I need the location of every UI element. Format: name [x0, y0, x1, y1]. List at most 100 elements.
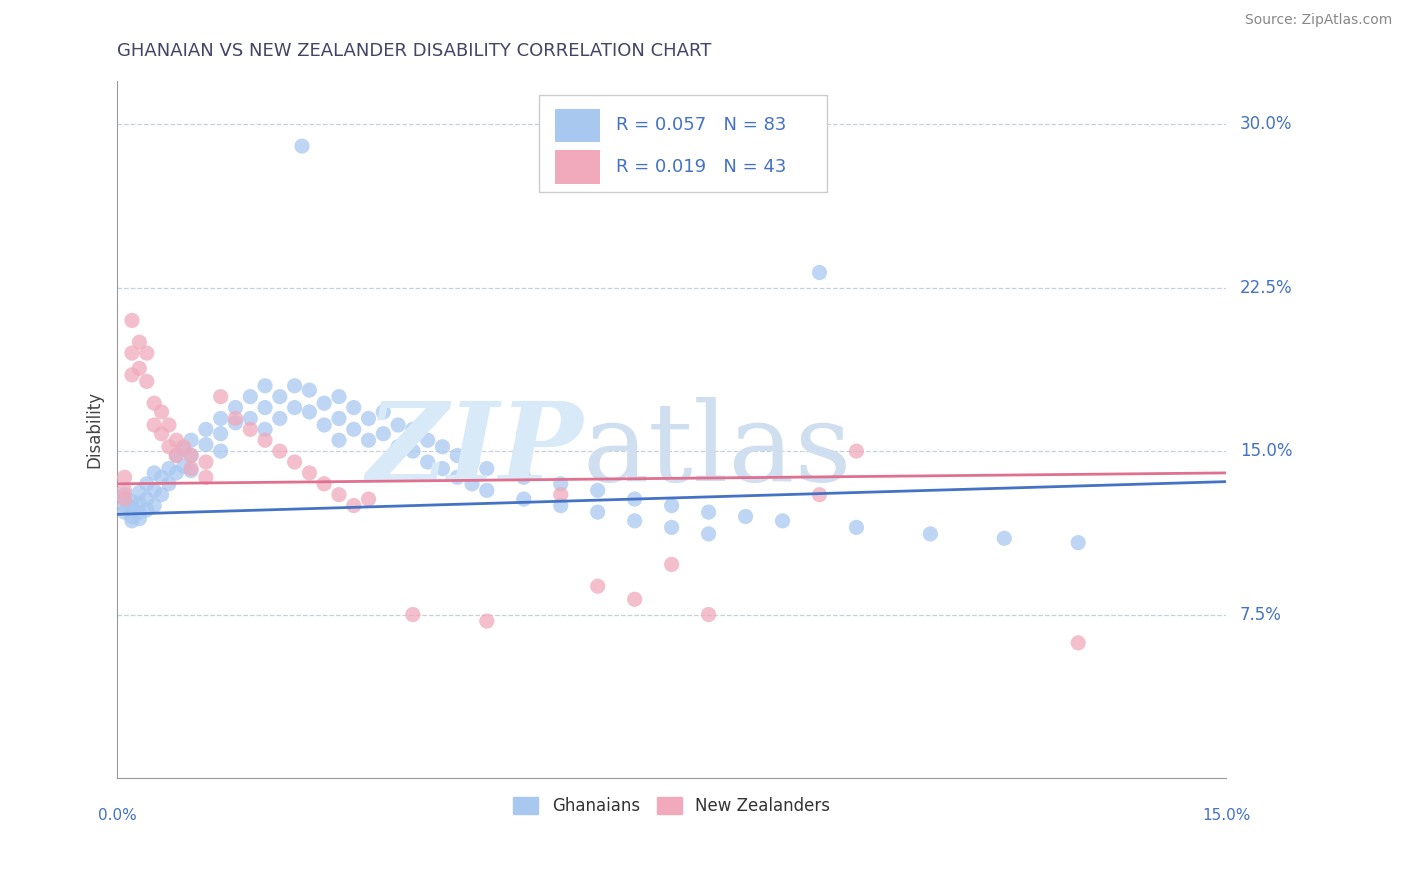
- Point: [402, 422, 425, 436]
- Point: [550, 476, 572, 491]
- Point: [209, 426, 232, 441]
- Point: [993, 531, 1015, 545]
- Point: [157, 461, 180, 475]
- Point: [224, 416, 246, 430]
- Point: [328, 390, 350, 404]
- Point: [432, 461, 454, 475]
- Point: [373, 426, 395, 441]
- Text: R = 0.019   N = 43: R = 0.019 N = 43: [616, 158, 786, 177]
- Point: [135, 503, 157, 517]
- Point: [173, 440, 195, 454]
- Point: [165, 449, 187, 463]
- Point: [180, 461, 202, 475]
- Point: [128, 361, 150, 376]
- Point: [298, 383, 321, 397]
- Text: 15.0%: 15.0%: [1202, 808, 1250, 823]
- Point: [254, 378, 277, 392]
- Point: [586, 505, 609, 519]
- Point: [121, 313, 143, 327]
- Point: [180, 449, 202, 463]
- Point: [143, 466, 166, 480]
- Text: GHANAIAN VS NEW ZEALANDER DISABILITY CORRELATION CHART: GHANAIAN VS NEW ZEALANDER DISABILITY COR…: [117, 42, 711, 60]
- Point: [150, 426, 173, 441]
- Point: [173, 459, 195, 474]
- Point: [121, 500, 143, 515]
- Point: [446, 449, 468, 463]
- Y-axis label: Disability: Disability: [86, 391, 103, 468]
- Point: [114, 470, 136, 484]
- Text: 30.0%: 30.0%: [1240, 115, 1292, 133]
- Point: [165, 449, 187, 463]
- Point: [224, 411, 246, 425]
- Point: [550, 499, 572, 513]
- Point: [128, 335, 150, 350]
- Point: [269, 390, 291, 404]
- Point: [121, 368, 143, 382]
- Point: [128, 485, 150, 500]
- Point: [357, 411, 380, 425]
- FancyBboxPatch shape: [555, 109, 599, 142]
- Point: [432, 440, 454, 454]
- Point: [143, 499, 166, 513]
- Point: [416, 434, 439, 448]
- Point: [357, 434, 380, 448]
- Text: 22.5%: 22.5%: [1240, 278, 1292, 297]
- Text: 0.0%: 0.0%: [98, 808, 136, 823]
- Point: [298, 405, 321, 419]
- Point: [150, 488, 173, 502]
- Text: atlas: atlas: [583, 397, 852, 504]
- Text: ZIP: ZIP: [367, 397, 583, 504]
- Point: [343, 401, 366, 415]
- Point: [180, 449, 202, 463]
- Point: [920, 527, 942, 541]
- Point: [314, 396, 336, 410]
- Point: [808, 488, 831, 502]
- Point: [845, 444, 868, 458]
- Point: [387, 440, 409, 454]
- Point: [314, 417, 336, 432]
- Point: [845, 520, 868, 534]
- Point: [254, 401, 277, 415]
- Point: [623, 592, 645, 607]
- Point: [254, 422, 277, 436]
- Point: [157, 417, 180, 432]
- Point: [1067, 535, 1090, 549]
- Point: [291, 139, 314, 153]
- Point: [114, 488, 136, 502]
- Point: [157, 476, 180, 491]
- Point: [808, 265, 831, 279]
- Point: [623, 491, 645, 506]
- Legend: Ghanaians, New Zealanders: Ghanaians, New Zealanders: [506, 790, 837, 822]
- Point: [135, 491, 157, 506]
- Point: [373, 405, 395, 419]
- FancyBboxPatch shape: [555, 151, 599, 184]
- Point: [114, 483, 136, 498]
- Point: [135, 375, 157, 389]
- Point: [461, 476, 484, 491]
- Point: [239, 411, 262, 425]
- Point: [661, 499, 683, 513]
- Point: [269, 444, 291, 458]
- Point: [194, 437, 217, 451]
- Point: [135, 476, 157, 491]
- Point: [150, 405, 173, 419]
- Point: [165, 434, 187, 448]
- Text: R = 0.057   N = 83: R = 0.057 N = 83: [616, 116, 786, 135]
- Point: [254, 434, 277, 448]
- Point: [461, 455, 484, 469]
- Point: [121, 346, 143, 360]
- Point: [402, 444, 425, 458]
- Point: [209, 390, 232, 404]
- Point: [475, 461, 498, 475]
- Point: [387, 417, 409, 432]
- Point: [224, 401, 246, 415]
- Point: [194, 422, 217, 436]
- Point: [697, 527, 720, 541]
- Point: [284, 401, 307, 415]
- Point: [135, 346, 157, 360]
- Point: [1067, 636, 1090, 650]
- Point: [284, 378, 307, 392]
- Point: [298, 466, 321, 480]
- Point: [513, 470, 536, 484]
- Point: [402, 607, 425, 622]
